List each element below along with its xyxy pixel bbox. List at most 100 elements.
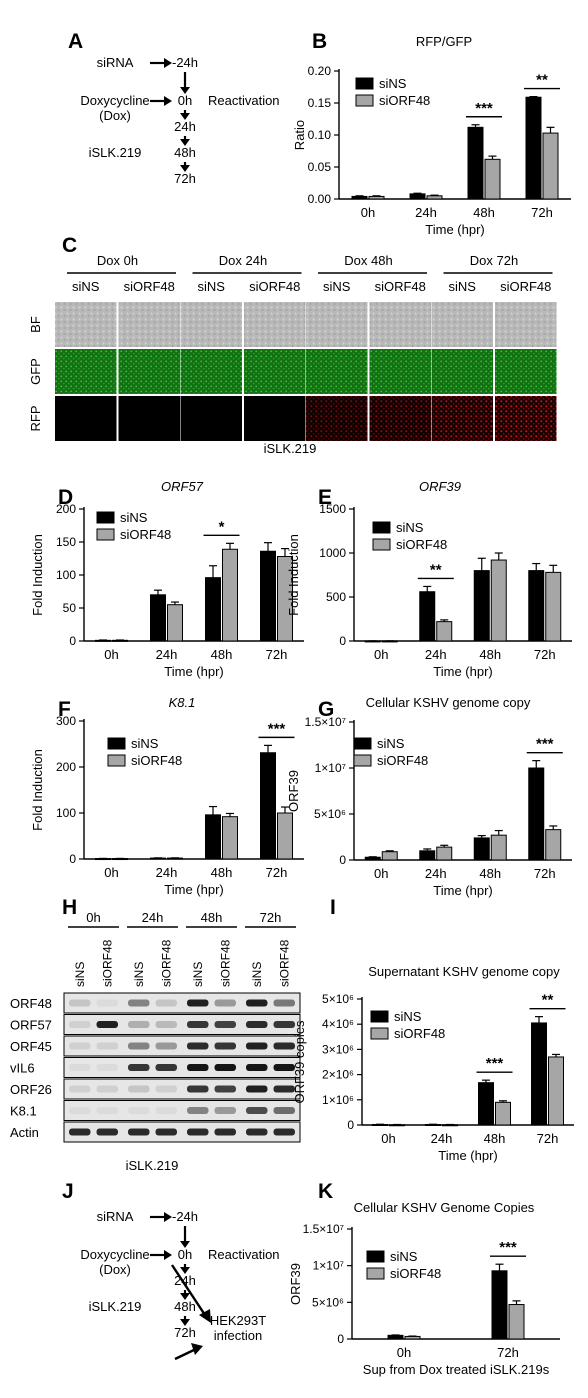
blot-strip xyxy=(63,992,301,1014)
chart-b: RFP/GFP 0.00 0.05 0.10 0.15 0.20 Ratio Time (hp… xyxy=(292,34,571,237)
legend-label: siORF48 xyxy=(396,537,447,552)
chart-title: ORF57 xyxy=(161,479,204,494)
bar-sins xyxy=(260,550,276,642)
timeline-arrow-down-head xyxy=(180,139,190,146)
x-axis-label: Time (hpr) xyxy=(425,222,484,237)
blot-band xyxy=(69,1042,91,1050)
bar-siorf48 xyxy=(508,1304,525,1340)
significance-label: ** xyxy=(430,561,442,578)
bar-sins xyxy=(531,1022,547,1126)
x-axis-label: Time (hpr) xyxy=(433,883,492,898)
gfp-image xyxy=(55,349,117,394)
blot-band xyxy=(187,1107,209,1114)
y-tick-label: 0 xyxy=(339,853,346,867)
blot-time-label: 48h xyxy=(201,910,223,925)
panel-label-j: J xyxy=(62,1180,74,1203)
x-tick-label: 0h xyxy=(104,865,118,880)
x-tick-label: 48h xyxy=(473,205,495,220)
hek293t-label: HEK293T xyxy=(210,1313,266,1328)
blot-row-label: ORF48 xyxy=(10,996,52,1011)
significance-label: *** xyxy=(475,100,493,117)
blot-band xyxy=(69,1128,91,1136)
y-tick-label: 4×10⁶ xyxy=(322,1017,354,1031)
bf-image xyxy=(369,302,431,347)
x-tick-label: 72h xyxy=(537,1131,559,1146)
gfp-image xyxy=(369,349,431,394)
y-axis-label: Fold Induction xyxy=(30,534,45,616)
blot-band xyxy=(187,1064,209,1071)
group-label: Dox 48h xyxy=(344,253,392,268)
blot-band xyxy=(273,1064,295,1071)
gfp-image xyxy=(244,349,306,394)
blot-band xyxy=(187,1128,209,1136)
infection-arrow2-shaft xyxy=(174,1347,197,1361)
bar-sins xyxy=(473,837,490,861)
bar-sins xyxy=(528,767,545,861)
blot-band xyxy=(187,1021,209,1028)
x-axis-label: Time (hpr) xyxy=(164,664,223,679)
infection-arrow-shaft xyxy=(170,1264,207,1316)
chart-e: ORF39 0 500 1000 1500 Fold Induction Time (hpr… xyxy=(286,479,572,679)
x-tick-label: 24h xyxy=(425,647,447,662)
row-label: RFP xyxy=(28,406,43,432)
blot-row-label: ORF26 xyxy=(10,1082,52,1097)
bar-siorf48 xyxy=(545,829,562,861)
x-tick-label: 72h xyxy=(531,205,553,220)
panel-label-h: H xyxy=(62,896,77,919)
timeline-arrow-down-head xyxy=(180,1267,190,1274)
blot-band xyxy=(96,1064,118,1071)
blot-band xyxy=(155,1021,177,1028)
x-tick-label: 0h xyxy=(374,647,388,662)
bar-siorf48 xyxy=(222,816,238,860)
row-label: GFP xyxy=(28,358,43,385)
blot-band xyxy=(69,1107,91,1114)
row-label: BF xyxy=(28,316,43,333)
y-tick-label: 200 xyxy=(56,760,76,774)
x-tick-label: 0h xyxy=(381,1131,395,1146)
blot-band xyxy=(273,1085,295,1093)
rfp-image-signal xyxy=(306,396,368,441)
legend-swatch xyxy=(107,754,126,767)
rfp-image-bg xyxy=(180,396,242,441)
rfp-image-bg xyxy=(244,396,306,441)
blot-band xyxy=(273,1107,295,1114)
timeline-left-label: iSLK.219 xyxy=(89,145,142,160)
y-tick-label: 0.10 xyxy=(308,128,332,142)
timeline-arrow-right-head xyxy=(164,96,172,106)
legend-label: siNS xyxy=(131,736,159,751)
bar-siorf48 xyxy=(490,834,507,861)
bf-image xyxy=(180,302,242,347)
blot-band xyxy=(96,1021,118,1028)
bar-sins xyxy=(467,126,484,200)
timeline-time: 0h xyxy=(178,93,192,108)
blot-band xyxy=(155,1085,177,1093)
legend-label: siORF48 xyxy=(377,753,428,768)
legend-label: siNS xyxy=(120,510,148,525)
y-tick-label: 100 xyxy=(56,806,76,820)
legend-label: siORF48 xyxy=(379,93,430,108)
panel-c-caption: iSLK.219 xyxy=(264,441,317,456)
condition-label: siNS xyxy=(72,279,100,294)
blot-band xyxy=(155,1128,177,1136)
bar-sins xyxy=(528,570,545,642)
condition-label: siNS xyxy=(449,279,477,294)
bar-siorf48 xyxy=(222,548,238,642)
legend-label: siORF48 xyxy=(131,753,182,768)
bar-sins xyxy=(525,96,542,200)
timeline-time: 24h xyxy=(174,119,196,134)
bar-sins xyxy=(473,570,490,642)
legend-label: siORF48 xyxy=(394,1026,445,1041)
panel-label-e: E xyxy=(318,486,332,509)
chart-title: Cellular KSHV genome copy xyxy=(366,695,531,710)
x-tick-label: 24h xyxy=(431,1131,453,1146)
x-tick-label: 48h xyxy=(211,647,233,662)
bar-siorf48 xyxy=(277,812,293,860)
blot-band xyxy=(96,1128,118,1136)
bar-siorf48 xyxy=(548,1056,564,1126)
gfp-image xyxy=(180,349,242,394)
bar-siorf48 xyxy=(436,621,453,642)
rfp-image-bg xyxy=(118,396,180,441)
legend-label: siNS xyxy=(390,1249,418,1264)
bar-sins xyxy=(260,752,276,860)
condition-label: siORF48 xyxy=(249,279,300,294)
